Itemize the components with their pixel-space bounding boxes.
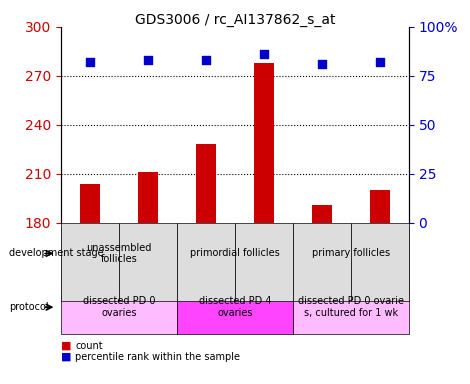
- Text: primordial follicles: primordial follicles: [190, 248, 280, 258]
- Bar: [254, 63, 274, 223]
- Text: percentile rank within the sample: percentile rank within the sample: [75, 352, 240, 362]
- Text: count: count: [75, 341, 103, 351]
- Text: dissected PD 0
ovaries: dissected PD 0 ovaries: [83, 296, 155, 318]
- Point: [86, 59, 94, 65]
- Text: unassembled
follicles: unassembled follicles: [86, 243, 152, 264]
- Text: dissected PD 4
ovaries: dissected PD 4 ovaries: [199, 296, 271, 318]
- Text: ■: ■: [61, 352, 71, 362]
- Bar: [312, 205, 332, 223]
- Bar: [196, 144, 216, 223]
- Bar: [138, 172, 158, 223]
- Text: primary follicles: primary follicles: [312, 248, 390, 258]
- Text: GDS3006 / rc_AI137862_s_at: GDS3006 / rc_AI137862_s_at: [135, 13, 335, 27]
- Text: dissected PD 0 ovarie
s, cultured for 1 wk: dissected PD 0 ovarie s, cultured for 1 …: [298, 296, 404, 318]
- Bar: [370, 190, 390, 223]
- Text: protocol: protocol: [9, 302, 49, 312]
- Point: [144, 57, 152, 63]
- Point: [260, 51, 268, 57]
- Point: [376, 59, 384, 65]
- Text: ■: ■: [61, 341, 71, 351]
- Text: development stage: development stage: [9, 248, 104, 258]
- Point: [318, 61, 326, 67]
- Bar: [80, 184, 100, 223]
- Point: [202, 57, 210, 63]
